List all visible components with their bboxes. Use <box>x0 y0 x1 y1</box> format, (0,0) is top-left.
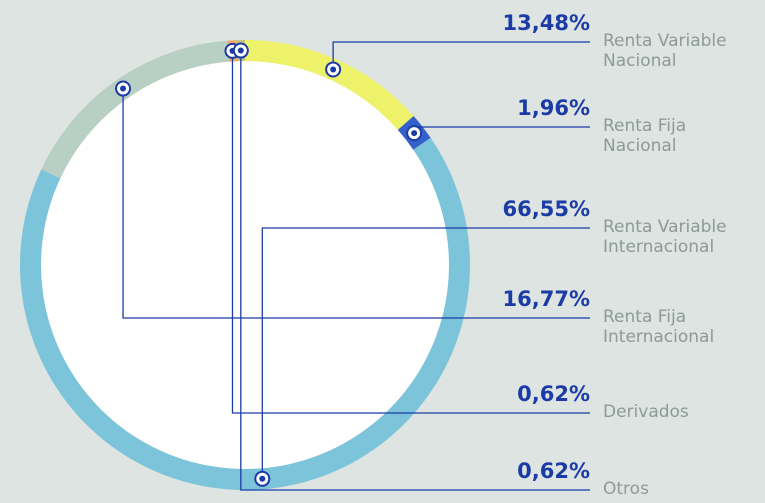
category-label: Otros <box>603 479 649 499</box>
marker-dot <box>120 85 127 92</box>
leader-line <box>240 50 590 491</box>
value-label: 0,62% <box>517 382 590 406</box>
leader-line <box>122 88 590 319</box>
donut-segment <box>245 40 414 130</box>
value-label: 1,96% <box>517 96 590 120</box>
category-label: Renta Fija Nacional <box>603 116 687 156</box>
category-label: Renta Fija Internacional <box>603 307 715 347</box>
value-label: 66,55% <box>502 197 590 221</box>
value-label: 16,77% <box>502 287 590 311</box>
donut-hole <box>41 61 449 469</box>
category-label: Renta Variable Nacional <box>603 31 727 71</box>
category-label: Renta Variable Internacional <box>603 217 727 257</box>
marker-dot <box>259 475 266 482</box>
marker-dot <box>330 66 337 73</box>
leader-line <box>413 126 590 134</box>
value-label: 0,62% <box>517 459 590 483</box>
marker-dot <box>411 130 418 137</box>
leader-line <box>332 41 590 70</box>
category-label: Derivados <box>603 402 689 422</box>
value-label: 13,48% <box>502 11 590 35</box>
donut-segment <box>41 40 230 179</box>
leader-line <box>231 50 590 414</box>
leader-line <box>261 227 590 479</box>
marker-dot <box>237 47 244 54</box>
